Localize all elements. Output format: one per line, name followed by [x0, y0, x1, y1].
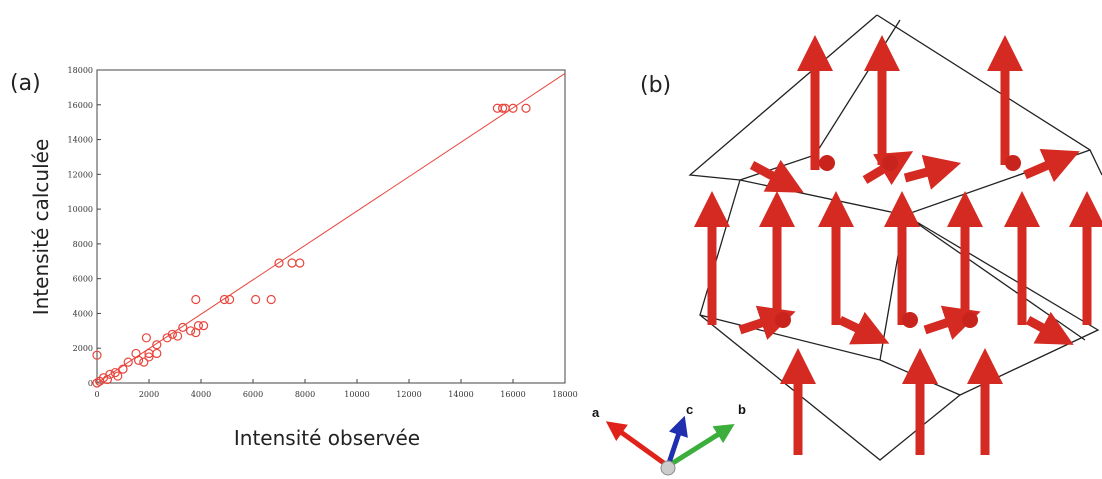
spin-arrow	[923, 305, 981, 340]
spin-dot	[1005, 155, 1021, 171]
axis-label-c: c	[686, 402, 693, 417]
x-tick-label: 16000	[500, 390, 525, 399]
spin-heads	[775, 155, 1021, 328]
crystal-structure	[688, 14, 1102, 461]
data-point	[219, 294, 229, 305]
spin-dot	[962, 312, 978, 328]
data-point	[274, 258, 284, 268]
x-tick-label: 4000	[191, 390, 211, 399]
x-tick-label: 0	[94, 390, 99, 399]
axis-label-b: b	[738, 402, 746, 417]
spin-arrow	[903, 154, 962, 190]
triad-origin	[660, 460, 676, 476]
spin-dot	[882, 155, 898, 171]
x-tick-label: 2000	[139, 390, 159, 399]
y-tick-label: 0	[88, 379, 93, 388]
data-point	[287, 258, 297, 268]
diagonal-line	[96, 73, 566, 384]
data-point	[102, 374, 113, 385]
panel-label: (a)	[10, 71, 41, 96]
data-point	[295, 258, 305, 268]
y-tick-label: 14000	[68, 136, 93, 145]
data-point	[152, 348, 162, 359]
spin-arrow	[749, 159, 804, 193]
cell-wireframe	[688, 14, 1102, 461]
y-tick-label: 12000	[68, 170, 93, 179]
y-axis-label: Intensité calculée	[29, 139, 53, 316]
y-tick-label: 8000	[73, 240, 93, 249]
spin-arrows	[694, 35, 1102, 455]
axis-c-arrow	[665, 415, 688, 467]
data-point	[152, 340, 162, 350]
data-point	[498, 103, 508, 113]
y-tick-label: 10000	[68, 205, 93, 214]
spin-dot	[775, 312, 791, 328]
x-tick-label: 12000	[396, 390, 421, 399]
data-point	[141, 333, 151, 343]
x-tick-label: 8000	[295, 390, 315, 399]
y-tick-label: 6000	[73, 275, 93, 284]
x-tick-label: 6000	[243, 390, 263, 399]
axis-b-arrow	[666, 424, 735, 469]
data-point	[167, 329, 177, 339]
spin-arrow	[1023, 149, 1080, 183]
data-point	[118, 364, 128, 374]
data-point	[521, 103, 531, 113]
plot-frame	[96, 69, 566, 384]
data-point	[508, 103, 518, 113]
x-tick-label: 18000	[552, 390, 577, 399]
spin-arrow	[1025, 311, 1074, 345]
axis-label-a: a	[592, 405, 600, 420]
x-axis-label: Intensité observée	[234, 426, 420, 450]
data-point	[123, 357, 133, 367]
y-tick-label: 2000	[73, 344, 93, 353]
data-point	[225, 294, 235, 305]
data-point	[92, 350, 102, 360]
data-point	[199, 321, 209, 331]
data-point	[139, 357, 149, 367]
axis-triad	[605, 415, 735, 476]
data-point	[191, 294, 201, 305]
spin-dot	[902, 312, 918, 328]
data-point	[251, 294, 261, 305]
panel-label: (b)	[640, 73, 671, 98]
data-point	[113, 371, 123, 381]
y-tick-label: 16000	[68, 101, 93, 110]
data-point	[92, 378, 102, 388]
data-point	[144, 352, 154, 362]
data-point	[173, 331, 183, 341]
y-tick-label: 18000	[68, 66, 93, 75]
data-point	[193, 321, 203, 331]
axis-a-arrow	[605, 421, 670, 469]
data-point	[178, 322, 188, 332]
data-point	[134, 355, 144, 365]
spin-dot	[819, 155, 835, 171]
x-tick-label: 14000	[448, 390, 473, 399]
x-tick-label: 10000	[344, 390, 369, 399]
data-point	[266, 294, 276, 305]
spin-arrow	[838, 311, 890, 345]
data-point	[186, 326, 196, 336]
spin-arrow	[738, 305, 796, 340]
y-tick-label: 4000	[73, 309, 93, 318]
